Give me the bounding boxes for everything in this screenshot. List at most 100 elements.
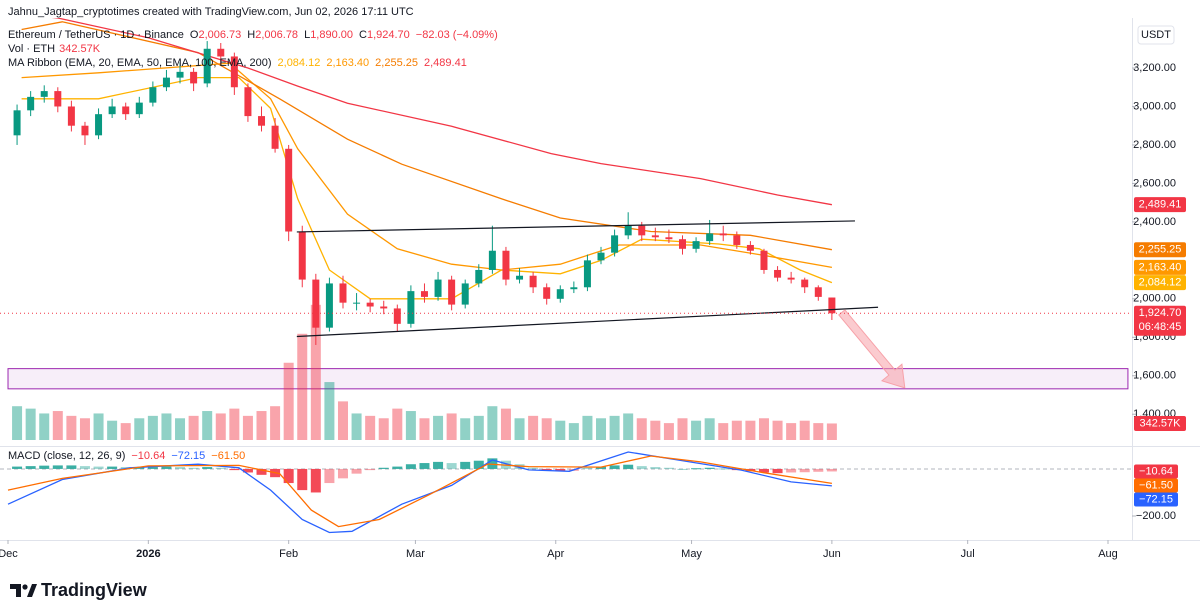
currency[interactable]: USDT [1141,29,1171,41]
volume-bar [52,411,63,440]
logo [10,584,37,597]
candle-body [67,106,75,126]
candle-body [380,306,388,309]
candle-body [285,148,293,232]
overlay: 1,400.001,600.001,800.002,000.002,400.00… [0,29,1186,560]
macd-tag-label: −10.64 [1139,465,1173,477]
macd-histogram [392,466,403,469]
candle-body [448,279,456,305]
volume-bar [161,413,172,440]
macd-histogram [623,464,634,469]
y-tick-label: 3,200.00 [1133,62,1176,74]
macd-histogram [229,468,240,471]
legend-text: C [359,29,367,41]
macd-histogram [351,468,362,474]
candle-body [27,96,35,111]
volume-bar [12,406,23,440]
candle-body [597,252,605,261]
volume-bar [392,408,403,440]
candle-body [475,269,483,284]
volume-bar [568,423,579,440]
candle-body [353,302,361,304]
legend-row: MA Ribbon (EMA, 20, EMA, 50, EMA, 100, E… [8,57,467,69]
candle-body [665,237,673,240]
macd-histogram [433,461,444,469]
volume-bar [39,413,50,440]
candle-body [122,106,130,115]
volume-bar [460,418,471,440]
volume-bar [541,418,552,440]
macd-histogram [528,467,539,469]
candle-body [733,235,741,245]
candle-body [54,91,62,107]
y-tick-label: 2,600.00 [1133,177,1176,189]
volume-bar [107,420,118,440]
macd-histogram [25,466,36,469]
volume-bar [663,423,674,440]
candle-body [407,291,415,324]
x-tick-label: Mar [406,548,425,560]
legend-text: Vol · ETH [8,43,55,55]
legend-text: 342.57K [59,43,101,55]
volume-bar [555,420,566,440]
legend-text: Ethereum / TetherUS · 1D · Binance [8,29,184,41]
macd-histogram [446,463,457,469]
candle-body [339,283,347,303]
macd-histogram [596,466,607,469]
macd-histogram [175,467,186,469]
candle-body [271,125,279,149]
price-tag-label: 1,924.70 [1139,307,1182,319]
ema-line [51,18,833,206]
macd-histogram [609,465,620,469]
candle-body [801,279,809,288]
legend-text: 2,489.41 [424,57,467,69]
volume-bar [473,415,484,440]
candle-body [244,87,252,117]
legend-text: 2,006.73 [198,29,241,41]
volume-tag [1134,415,1186,431]
trendline [296,220,855,233]
candle-body [488,250,496,270]
volume-bar [120,423,131,440]
macd-histogram [324,468,335,484]
volume-bar [378,418,389,440]
macd-histogram [473,460,484,469]
forecast-arrow [838,309,906,389]
legend-text: MACD (close, 12, 26, 9) [8,450,125,462]
macd-histogram [12,466,23,469]
candle-body [746,244,754,251]
candle-body [135,102,143,115]
volume-bar [636,418,647,440]
currency-box[interactable] [1137,25,1175,45]
macd-histogram [310,468,321,493]
brand: TradingView [41,580,148,600]
legend-text: 2,084.12 [278,57,321,69]
candle-body [312,279,320,328]
candle-body [461,283,469,305]
macd-histogram [799,468,810,473]
volume-bar [202,411,213,440]
macd-histogram [283,468,294,484]
volume-bar [650,420,661,440]
candle-body [176,71,184,78]
price-tag [1134,275,1186,291]
candle-body [692,241,700,249]
volume-bar [799,420,810,440]
candle-body [624,225,632,236]
candle-body [678,239,686,249]
price-tag-label: 2,084.12 [1139,277,1182,289]
macd-histogram [52,465,63,469]
macd-histogram [405,464,416,469]
volume-bar [229,408,240,440]
macd-histogram [677,468,688,470]
price-tag [1134,197,1186,213]
volume-bar [283,362,294,440]
x-tick-label: Feb [279,548,298,560]
volume-bar [704,418,715,440]
macd-histogram [772,468,783,474]
legend-text: MA Ribbon (EMA, 20, EMA, 50, EMA, 100, E… [8,57,272,69]
candle-body [760,250,768,270]
macd-histogram [378,467,389,469]
